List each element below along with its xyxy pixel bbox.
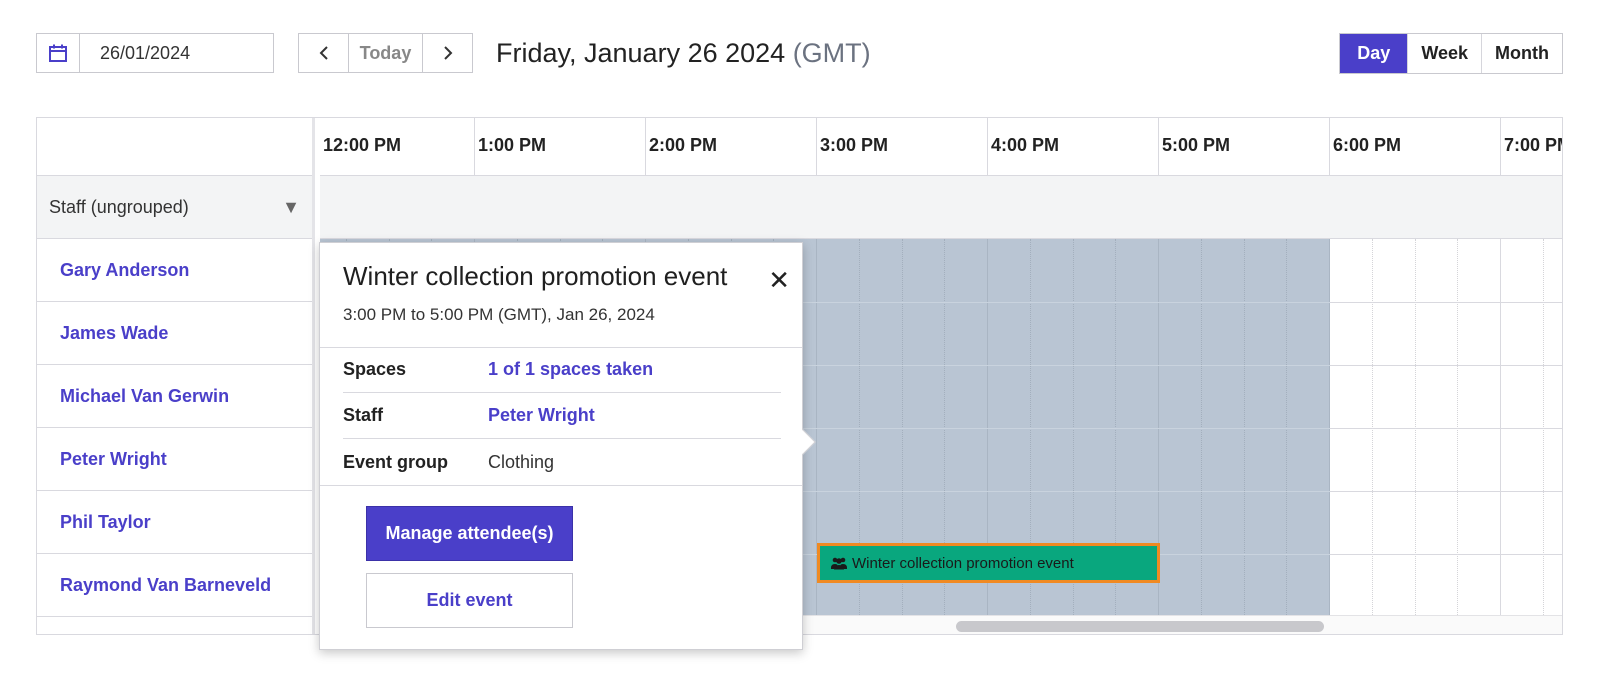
edit-event-button[interactable]: Edit event [366, 573, 573, 628]
row-divider [320, 491, 1330, 492]
resource-column: Staff (ungrouped) ▼ Gary Anderson James … [37, 118, 315, 634]
hour-label: 1:00 PM [474, 118, 645, 176]
event-block[interactable]: Winter collection promotion event [817, 543, 1160, 583]
view-week-button[interactable]: Week [1407, 34, 1482, 73]
page-title: Friday, January 26 2024 (GMT) [496, 36, 871, 70]
hour-label: 12:00 PM [323, 135, 402, 155]
staff-row[interactable]: James Wade [37, 302, 312, 365]
chevron-right-icon[interactable] [423, 34, 472, 72]
resource-header [37, 118, 312, 176]
time-header: 12:00 PM 1:00 PM 2:00 PM 3:00 PM 4:00 PM… [320, 118, 1562, 176]
info-row-spaces: Spaces 1 of 1 spaces taken [343, 347, 781, 393]
chevron-left-icon[interactable] [299, 34, 348, 72]
row-divider [320, 365, 1330, 366]
view-day-button[interactable]: Day [1340, 34, 1408, 73]
hour-label: 7:00 PM [1500, 118, 1562, 176]
popup-time: 3:00 PM to 5:00 PM (GMT), Jan 26, 2024 [343, 305, 655, 324]
staff-row[interactable]: Peter Wright [37, 428, 312, 491]
view-date: Friday, January 26 2024 [496, 38, 786, 68]
info-label: Staff [343, 405, 383, 425]
users-icon [830, 556, 848, 570]
view-switcher: Day Week Month [1339, 33, 1563, 74]
staff-link[interactable]: Peter Wright [488, 405, 595, 425]
group-label: Staff (ungrouped) [49, 196, 189, 217]
hour-label: 5:00 PM [1158, 118, 1329, 176]
info-label: Spaces [343, 359, 407, 379]
event-popup: Winter collection promotion event ✕ 3:00… [319, 242, 816, 650]
resource-group-row[interactable]: Staff (ungrouped) ▼ [37, 176, 312, 239]
info-row-staff: Staff Peter Wright [343, 393, 781, 439]
date-picker[interactable]: 26/01/2024 [36, 33, 274, 73]
calendar-icon[interactable] [37, 34, 80, 72]
popup-divider [320, 485, 802, 486]
close-icon[interactable]: ✕ [768, 265, 790, 295]
hour-label: 4:00 PM [987, 118, 1158, 176]
today-button[interactable]: Today [348, 34, 423, 72]
spaces-link[interactable]: 1 of 1 spaces taken [488, 359, 654, 379]
info-row-event-group: Event group Clothing [343, 439, 781, 485]
event-block-label: Winter collection promotion event [852, 554, 1074, 572]
manage-attendees-button[interactable]: Manage attendee(s) [366, 506, 573, 561]
staff-row[interactable]: Phil Taylor [37, 491, 312, 554]
scrollbar-thumb[interactable] [956, 621, 1324, 632]
popup-title: Winter collection promotion event [343, 261, 728, 291]
triangle-down-icon[interactable]: ▼ [282, 196, 300, 217]
date-input[interactable]: 26/01/2024 [100, 43, 191, 63]
date-navigation: Today [298, 33, 473, 73]
info-label: Event group [343, 451, 449, 472]
hour-label: 6:00 PM [1329, 118, 1500, 176]
hour-label: 2:00 PM [645, 118, 816, 176]
event-group-value: Clothing [488, 451, 555, 472]
row-divider [320, 302, 1330, 303]
staff-row[interactable]: Raymond Van Barneveld [37, 554, 312, 617]
staff-row[interactable]: Michael Van Gerwin [37, 365, 312, 428]
view-timezone: (GMT) [792, 38, 871, 68]
view-month-button[interactable]: Month [1481, 34, 1562, 73]
hour-label: 3:00 PM [816, 118, 987, 176]
row-divider [320, 428, 1330, 429]
staff-row[interactable]: Gary Anderson [37, 239, 312, 302]
group-band [320, 176, 1562, 239]
popup-divider [320, 347, 802, 348]
